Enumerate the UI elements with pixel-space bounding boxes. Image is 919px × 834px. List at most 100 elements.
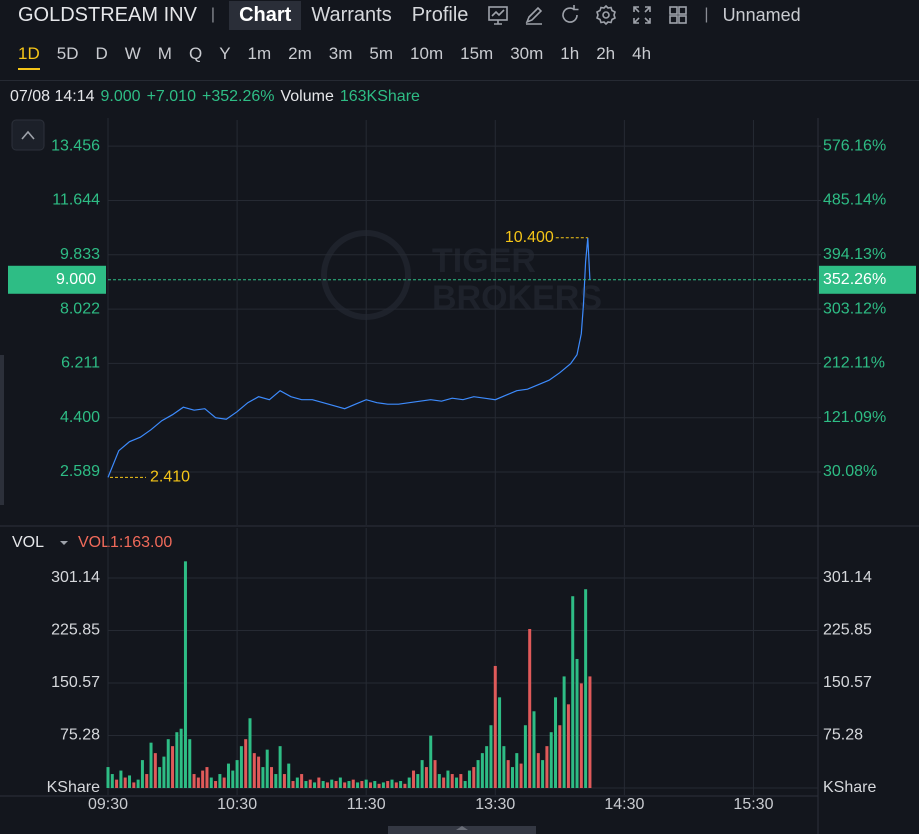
volume-bar (171, 746, 175, 788)
x-tick-label: 13:30 (475, 796, 515, 813)
draw-icon[interactable] (522, 3, 546, 27)
volume-bar (304, 781, 308, 788)
volume-title: VOL (12, 534, 44, 551)
x-tick-label: 15:30 (733, 796, 773, 813)
period-option[interactable]: 2m (288, 44, 312, 63)
volume-bar (360, 781, 364, 788)
period-option[interactable]: Q (188, 44, 203, 63)
y-tick-label: 9.833 (60, 246, 100, 263)
collapse-icon (21, 130, 35, 140)
period-option[interactable]: D (95, 44, 108, 63)
volume-bar (403, 783, 407, 788)
y2-tick-label: 485.14% (823, 192, 886, 209)
volume-bar (330, 779, 334, 788)
y2-tick-label: 30.08% (823, 463, 877, 480)
dropdown-icon[interactable] (60, 541, 68, 545)
volume-bar (162, 756, 166, 788)
high-label: 10.400 (505, 229, 554, 246)
y2-tick-label: 225.85 (823, 622, 872, 639)
period-option[interactable]: W (124, 44, 141, 63)
layout-icon[interactable] (666, 3, 690, 27)
tab[interactable]: Warrants (311, 3, 392, 26)
volume-bar (502, 746, 506, 788)
volume-bar (300, 774, 304, 788)
volume-bar (119, 770, 123, 788)
volume-bar (566, 704, 570, 788)
collapse-button[interactable] (11, 119, 45, 151)
volume-bar (472, 767, 476, 788)
scroll-icon (456, 826, 468, 830)
volume-bar (536, 753, 540, 788)
volume-bar (132, 782, 136, 788)
volume-bar (377, 783, 381, 788)
volume-bar (282, 774, 286, 788)
tab[interactable]: Profile (411, 3, 469, 26)
volume-bar (321, 781, 325, 788)
volume-bar (588, 676, 592, 788)
volume-bar (446, 770, 450, 788)
volume-bar (498, 697, 502, 788)
y-tick-label: 13.456 (51, 137, 100, 154)
y-tick-label: 2.589 (60, 463, 100, 480)
volume-bar (291, 781, 295, 788)
y2-tick-label: 75.28 (823, 727, 863, 744)
period-option[interactable]: 1m (247, 44, 272, 63)
toolbar (486, 3, 690, 27)
low-label: 2.410 (150, 469, 190, 486)
y-tick-label: 301.14 (51, 569, 100, 586)
volume-bar (192, 774, 196, 788)
period-option[interactable]: 1D (18, 44, 40, 70)
volume-bar (407, 777, 411, 788)
tab[interactable]: Chart (229, 0, 302, 30)
period-option[interactable]: 2h (596, 44, 616, 63)
volume-bar (338, 777, 342, 788)
volume-bar (554, 697, 558, 788)
volume-bar (356, 782, 360, 788)
volume-bar (523, 725, 527, 788)
volume-bar (381, 782, 385, 788)
period-option[interactable]: 1h (560, 44, 580, 63)
current-pct-label: 352.26% (823, 271, 886, 288)
layout-name[interactable]: Unnamed (722, 4, 801, 25)
volume-bar (420, 760, 424, 788)
period-option[interactable]: M (157, 44, 172, 63)
volume-bar (209, 777, 213, 788)
separator: | (704, 6, 709, 23)
volume-bar (325, 782, 329, 788)
volume-bar (106, 767, 110, 788)
period-option[interactable]: 5D (56, 44, 79, 63)
period-option[interactable]: 10m (410, 44, 444, 63)
volume-bar (455, 777, 459, 788)
volume-bar (222, 777, 226, 788)
refresh-icon[interactable] (558, 3, 582, 27)
volume-bar (308, 779, 312, 788)
period-option[interactable]: 30m (510, 44, 544, 63)
top-bar: GOLDSTREAM INV | Chart Warrants Profile … (0, 0, 919, 30)
volume-bar (351, 779, 355, 788)
current-price-box (8, 265, 106, 294)
y2-tick-label: 576.16% (823, 137, 886, 154)
volume-bar (386, 781, 390, 788)
settings-icon[interactable] (594, 3, 618, 27)
period-option[interactable]: 4h (632, 44, 652, 63)
period-option[interactable]: 3m (328, 44, 353, 63)
period-option[interactable]: 15m (460, 44, 494, 63)
x-tick-label: 09:30 (88, 796, 128, 813)
indicator-icon[interactable] (486, 3, 510, 27)
volume-bar (399, 781, 403, 788)
current-price-label: 9.000 (56, 271, 96, 288)
volume-bar (257, 756, 261, 788)
volume-bar (528, 628, 532, 788)
volume-bar (239, 746, 243, 788)
volume-bar (265, 749, 269, 788)
fullscreen-icon[interactable] (630, 3, 654, 27)
volume-bar (390, 779, 394, 788)
period-option[interactable]: Y (219, 44, 231, 63)
watermark: TIGER (432, 242, 536, 280)
y2-tick-label: 150.57 (823, 674, 872, 691)
volume-bar (201, 770, 205, 788)
period-option[interactable]: 5m (369, 44, 394, 63)
volume-bar (235, 760, 239, 788)
volume-bar (149, 742, 153, 788)
